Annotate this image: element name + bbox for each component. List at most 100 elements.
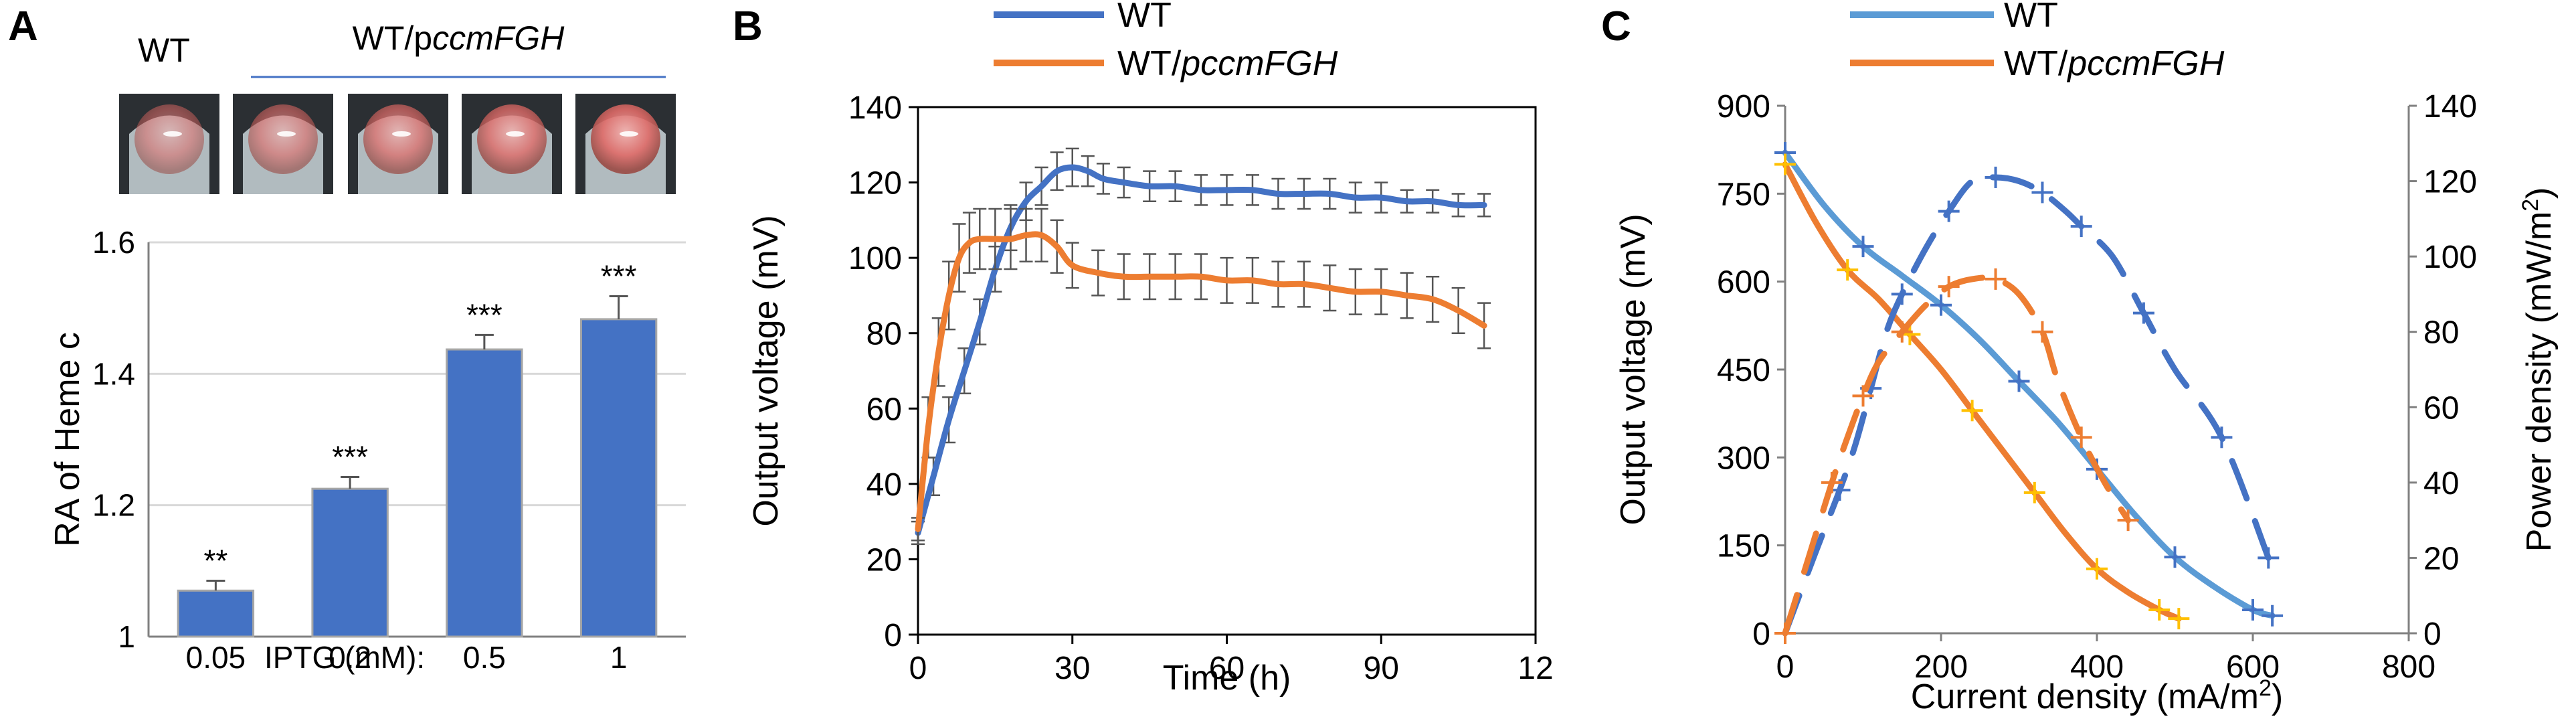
y2-axis-label-text: Power density (mW/m [2520, 212, 2559, 552]
tube-photo-highlight [277, 131, 296, 137]
legend-label-text: WT [1117, 0, 1172, 35]
tube-photo-pellet [134, 104, 204, 174]
x-tick-label: 0.5 [463, 640, 506, 675]
tube-photo [348, 94, 448, 194]
x-tick-label: 200 [1914, 649, 1968, 685]
x-tick-label: 0 [1776, 649, 1795, 685]
y2-tick-label: 40 [2423, 466, 2459, 501]
y-tick-label: 40 [866, 467, 902, 503]
panel-letter-a: A [8, 3, 38, 50]
y-tick-label: 140 [848, 90, 902, 126]
y2-axis-label-end: ) [2520, 187, 2559, 199]
y-tick-label: 100 [848, 241, 902, 276]
legend-label: WT [1117, 0, 1172, 35]
photo-wt-label: WT [138, 31, 190, 69]
significance-label: *** [466, 297, 502, 332]
tube-photo [462, 94, 562, 194]
significance-label: *** [332, 439, 368, 474]
x-tick-label: 600 [2226, 649, 2280, 685]
x-tick-label: 12 [1517, 651, 1553, 686]
legend-label-italic: pccmFGH [2066, 44, 2224, 83]
y-tick-label: 0 [884, 618, 902, 653]
x-axis-label-sup: 2 [2259, 675, 2272, 701]
tube-photo [119, 94, 219, 194]
y-tick-label: 900 [1717, 89, 1770, 125]
x-axis-label-end: ) [2272, 677, 2283, 716]
chart-b: 0 20 40 60 80 100 120 140 0 30 60 90 12 Time (h) Outpu… [747, 0, 1554, 698]
y-tick-label: 1.4 [92, 356, 135, 391]
legend-label: WT/pccmFGH [2004, 44, 2225, 83]
y2-tick-label: 0 [2423, 617, 2442, 652]
x-axis-label: Time (h) [1163, 659, 1291, 698]
tube-photo-highlight [620, 131, 638, 137]
y-tick-label: 80 [866, 317, 902, 352]
y-tick-label: 450 [1717, 353, 1770, 388]
x-tick-label: 0 [909, 651, 927, 686]
y-tick-label: 60 [866, 392, 902, 427]
tube-photos [119, 94, 676, 194]
y-tick-label: 1 [118, 619, 135, 654]
legend-label: WT/pccmFGH [1117, 44, 1338, 83]
y2-tick-label: 120 [2423, 165, 2477, 200]
x-tick-label: 800 [2382, 649, 2435, 685]
legend-label-text: WT/ [1117, 44, 1182, 83]
x-axis-label: Current density (mA/m2) [1911, 675, 2283, 716]
tube-photo-highlight [506, 131, 525, 137]
y-tick-label: 1.2 [92, 488, 135, 523]
legend-label-text: WT/ [2004, 44, 2068, 83]
tube-photo-highlight [163, 131, 182, 137]
panel-letter-c: C [1601, 3, 1631, 50]
series-line [1782, 173, 2272, 637]
tube-photo-pellet [248, 104, 318, 174]
y-tick-label: 20 [866, 542, 902, 578]
x-axis-label-text: Current density (mA/m [1911, 677, 2259, 716]
y-tick-label: 600 [1717, 265, 1770, 301]
legend-label: WT [2004, 0, 2058, 35]
tube-photo-pellet [591, 104, 660, 174]
bar [446, 348, 523, 638]
x-tick-label: 30 [1054, 651, 1090, 686]
photo-group-label-prefix: WT/p [353, 19, 432, 57]
series-line [1782, 161, 2182, 622]
series-line [1782, 274, 2132, 637]
y-tick-label: 750 [1717, 177, 1770, 212]
tube-photo-pellet [477, 104, 547, 174]
y2-tick-label: 20 [2423, 541, 2459, 576]
series-line [915, 164, 1487, 536]
significance-label: ** [203, 544, 227, 578]
y-axis-label: Output voltage (mV) [747, 215, 786, 526]
y2-axis-label: Power density (mW/m2) [2518, 187, 2559, 552]
bar [579, 318, 658, 638]
x-tick-label: 400 [2070, 649, 2124, 685]
y-tick-label: 0 [1752, 617, 1770, 652]
legend-label-italic: pccmFGH [1180, 44, 1338, 83]
chart-a: 1 1.2 1.4 1.6 RA of Heme c ** 0.05 *** 0.2 *** 0.5… [48, 225, 686, 675]
panel-letter-b: B [733, 3, 763, 50]
series-line [1782, 149, 2276, 619]
y2-tick-label: 60 [2423, 390, 2459, 426]
tube-photo-highlight [392, 131, 411, 137]
tube-photo [233, 94, 333, 194]
y-tick-label: 300 [1717, 440, 1770, 476]
y-tick-label: 150 [1717, 529, 1770, 564]
y-tick-label: 120 [848, 166, 902, 201]
chart-c: 0 150 300 450 600 750 900 0 20 40 60 80 100 120 140 0 20… [1614, 0, 2559, 716]
iptg-axis-label: IPTG (mM): [264, 640, 425, 675]
series-line [915, 231, 1487, 532]
y2-tick-label: 100 [2423, 240, 2477, 275]
x-tick-label: 0.05 [186, 640, 246, 675]
y2-tick-label: 140 [2423, 89, 2477, 125]
significance-label: *** [601, 258, 637, 293]
y2-tick-label: 80 [2423, 315, 2459, 351]
x-tick-label: 90 [1364, 651, 1399, 686]
x-tick-label: 60 [1209, 651, 1245, 686]
legend-label-text: WT [2004, 0, 2058, 35]
x-tick-label: 1 [610, 640, 628, 675]
x-tick-label: 0.2 [329, 640, 371, 675]
y-tick-label: 1.6 [92, 225, 135, 260]
tube-photo [575, 94, 676, 194]
y-axis-label: RA of Heme c [48, 332, 87, 547]
bar [177, 589, 255, 638]
bar [311, 487, 389, 638]
